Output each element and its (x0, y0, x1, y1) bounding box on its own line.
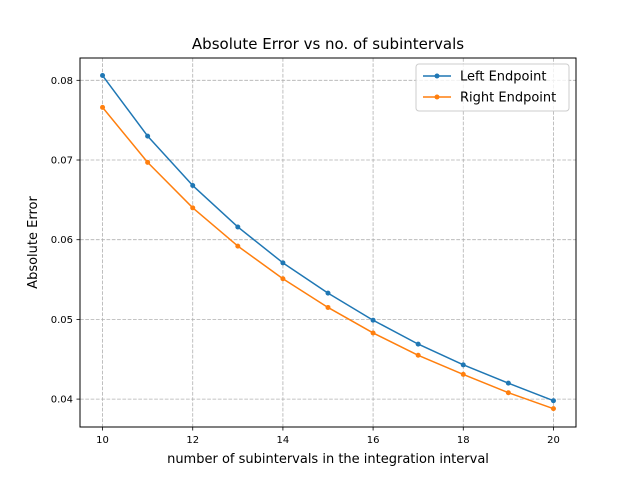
x-tick-label: 10 (96, 435, 109, 446)
y-tick-label: 0.07 (51, 156, 73, 167)
chart-title: Absolute Error vs no. of subintervals (192, 35, 464, 53)
data-point-right-endpoint (100, 104, 106, 110)
data-point-right-endpoint (280, 276, 286, 282)
x-tick-label: 18 (457, 435, 470, 446)
y-tick-label: 0.04 (51, 395, 73, 406)
data-point-left-endpoint (280, 260, 286, 266)
data-point-right-endpoint (460, 371, 466, 377)
legend-label-left-endpoint: Left Endpoint (460, 70, 546, 85)
data-point-left-endpoint (325, 290, 331, 296)
data-point-left-endpoint (100, 73, 106, 79)
legend-marker-left-endpoint (434, 73, 440, 79)
y-axis-label: Absolute Error (26, 196, 41, 289)
x-tick-label: 14 (277, 435, 290, 446)
data-point-right-endpoint (415, 352, 421, 358)
y-tick-label: 0.08 (51, 76, 73, 87)
x-tick-label: 20 (547, 435, 560, 446)
data-point-left-endpoint (235, 224, 241, 230)
data-point-right-endpoint (370, 330, 376, 336)
series-layer (100, 73, 556, 412)
data-point-left-endpoint (370, 317, 376, 323)
ticks: 10 12 14 16 18 20 0.04 0.05 0.06 0.07 0.08 (51, 76, 560, 446)
x-tick-label: 16 (367, 435, 380, 446)
legend: Left Endpoint Right Endpoint (415, 63, 570, 112)
data-point-right-endpoint (235, 243, 241, 249)
data-point-right-endpoint (145, 159, 151, 165)
data-point-right-endpoint (190, 205, 196, 211)
x-tick-label: 12 (186, 435, 199, 446)
data-point-left-endpoint (190, 183, 196, 189)
data-point-left-endpoint (550, 398, 556, 404)
data-point-left-endpoint (415, 341, 421, 347)
data-point-right-endpoint (325, 304, 331, 310)
legend-box (415, 63, 570, 112)
x-axis-label: number of subintervals in the integratio… (167, 452, 489, 467)
data-point-left-endpoint (505, 380, 511, 386)
data-point-left-endpoint (460, 362, 466, 368)
legend-marker-right-endpoint (434, 94, 440, 100)
data-point-left-endpoint (145, 133, 151, 139)
data-point-right-endpoint (505, 390, 511, 396)
y-tick-label: 0.06 (51, 235, 73, 246)
legend-label-right-endpoint: Right Endpoint (460, 91, 556, 106)
y-tick-label: 0.05 (51, 315, 73, 326)
data-point-right-endpoint (550, 406, 556, 412)
plot-area-frame (79, 57, 577, 428)
